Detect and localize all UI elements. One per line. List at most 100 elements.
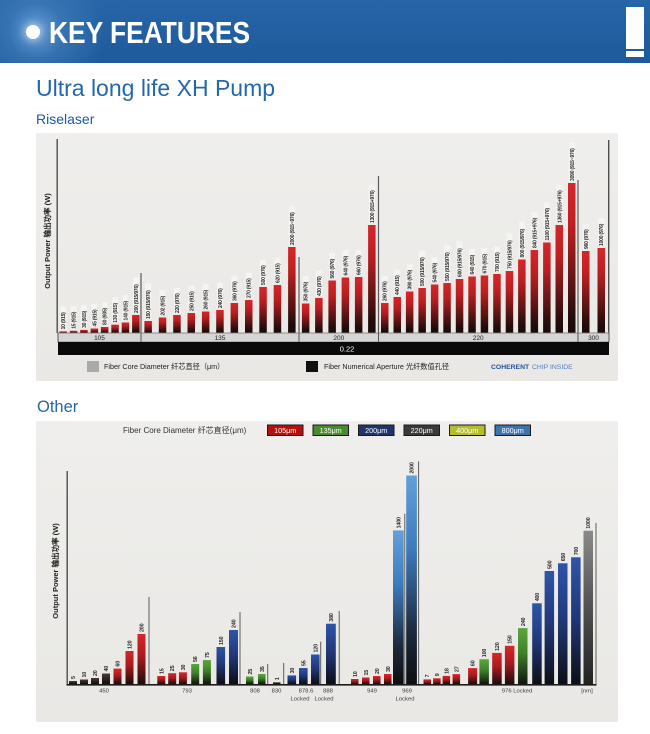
svg-text:808: 808 [250, 689, 261, 695]
svg-text:Locked: Locked [396, 697, 415, 703]
svg-text:10: 10 [82, 672, 88, 678]
svg-text:640 (915): 640 (915) [470, 254, 476, 274]
svg-text:220μm: 220μm [411, 426, 433, 435]
svg-text:135μm: 135μm [320, 426, 342, 435]
svg-text:1000 (976): 1000 (976) [599, 223, 605, 246]
svg-text:45 (915): 45 (915) [92, 309, 98, 327]
svg-text:440 (915): 440 (915) [395, 275, 401, 295]
svg-text:20: 20 [93, 670, 99, 676]
svg-text:25: 25 [248, 669, 254, 675]
svg-text:105: 105 [94, 335, 105, 342]
svg-text:150 (915/976): 150 (915/976) [146, 290, 152, 319]
svg-text:3090 (915~976): 3090 (915~976) [570, 148, 576, 181]
svg-text:105μm: 105μm [274, 426, 296, 435]
svg-text:202 (915): 202 (915) [161, 295, 167, 315]
svg-text:960 (976): 960 (976) [584, 229, 590, 249]
svg-text:5: 5 [71, 676, 77, 679]
svg-text:120: 120 [313, 644, 319, 653]
svg-text:18: 18 [444, 668, 450, 674]
svg-text:240 (976): 240 (976) [218, 288, 224, 308]
svg-text:260 (976): 260 (976) [383, 281, 389, 301]
svg-text:9: 9 [435, 673, 441, 676]
svg-text:CHIP INSIDE: CHIP INSIDE [532, 364, 573, 371]
svg-text:15: 15 [364, 670, 370, 676]
svg-text:120: 120 [128, 640, 134, 649]
svg-text:400: 400 [535, 593, 541, 602]
svg-text:240: 240 [521, 618, 527, 627]
svg-text:20: 20 [375, 668, 381, 674]
svg-text:80 (935): 80 (935) [103, 307, 109, 325]
svg-text:220: 220 [473, 335, 484, 342]
svg-text:878.6: 878.6 [299, 689, 314, 695]
svg-text:969: 969 [402, 689, 412, 695]
svg-text:130 (915): 130 (915) [113, 303, 119, 323]
svg-text:550 (915/976): 550 (915/976) [445, 252, 451, 281]
svg-text:400μm: 400μm [456, 426, 478, 435]
svg-text:35: 35 [260, 666, 266, 672]
svg-text:2000: 2000 [410, 462, 416, 473]
svg-text:380: 380 [329, 613, 335, 622]
svg-text:30: 30 [290, 668, 296, 674]
svg-text:700 (915): 700 (915) [495, 252, 501, 272]
svg-text:0.22: 0.22 [340, 345, 355, 354]
svg-text:10: 10 [353, 671, 359, 677]
svg-text:Fiber Core Diameter 纤芯直径（μm）: Fiber Core Diameter 纤芯直径（μm） [104, 362, 224, 371]
svg-text:540 (976): 540 (976) [433, 262, 439, 282]
svg-text:250 (915): 250 (915) [189, 291, 195, 311]
svg-text:260 (915): 260 (915) [204, 289, 210, 309]
svg-text:100: 100 [482, 649, 488, 658]
svg-text:270 (915): 270 (915) [247, 278, 253, 298]
svg-text:120: 120 [495, 642, 501, 651]
svg-text:800μm: 800μm [502, 426, 524, 435]
svg-text:200: 200 [140, 623, 146, 632]
svg-text:60: 60 [116, 661, 122, 667]
svg-text:135: 135 [215, 335, 226, 342]
svg-text:140 (915): 140 (915) [123, 300, 129, 320]
svg-text:40: 40 [104, 666, 110, 672]
svg-text:670 (915): 670 (915) [483, 253, 489, 273]
svg-text:430 (976): 430 (976) [317, 276, 323, 296]
svg-text:360 (976): 360 (976) [232, 281, 238, 301]
svg-text:55: 55 [301, 660, 307, 666]
svg-text:700: 700 [574, 547, 580, 556]
svg-text:600 (915/976): 600 (915/976) [458, 248, 464, 277]
svg-text:60: 60 [471, 660, 477, 666]
svg-text:Output Power 输出功率 (W): Output Power 输出功率 (W) [42, 193, 52, 289]
svg-text:30: 30 [181, 665, 187, 671]
svg-text:Output Power 输出功率 (W): Output Power 输出功率 (W) [50, 523, 60, 619]
svg-text:1300 (915+976): 1300 (915+976) [370, 190, 376, 223]
svg-text:COHERENT: COHERENT [491, 364, 530, 371]
svg-text:30: 30 [386, 666, 392, 672]
svg-text:150: 150 [219, 636, 225, 645]
svg-text:949: 949 [367, 689, 377, 695]
svg-text:7: 7 [425, 674, 431, 677]
svg-text:300: 300 [588, 335, 599, 342]
svg-text:27: 27 [454, 666, 460, 672]
svg-text:25: 25 [170, 665, 176, 671]
svg-text:390 (976): 390 (976) [408, 269, 414, 289]
svg-text:[nm]: [nm] [581, 689, 593, 695]
svg-text:840 (915+976): 840 (915+976) [532, 217, 538, 248]
svg-text:75: 75 [205, 652, 211, 658]
svg-text:450: 450 [99, 689, 110, 695]
svg-text:220 (976): 220 (976) [175, 293, 181, 313]
svg-text:200 (915/976): 200 (915/976) [134, 284, 140, 313]
svg-text:800 (915/976): 800 (915/976) [520, 228, 526, 257]
svg-text:888: 888 [323, 689, 334, 695]
svg-text:15 (915): 15 (915) [72, 311, 78, 329]
svg-text:Locked: Locked [291, 697, 310, 703]
svg-text:240: 240 [232, 619, 238, 628]
svg-text:1000: 1000 [586, 517, 592, 528]
svg-text:500 (976): 500 (976) [261, 265, 267, 285]
svg-text:976 Locked: 976 Locked [502, 689, 532, 695]
svg-text:15: 15 [159, 668, 165, 674]
svg-text:Fiber Numerical Aperture 光纤数值孔: Fiber Numerical Aperture 光纤数值孔径 [324, 362, 449, 371]
svg-text:56: 56 [193, 656, 199, 662]
svg-text:640 (976): 640 (976) [343, 255, 349, 275]
svg-text:200μm: 200μm [365, 426, 387, 435]
svg-text:1: 1 [275, 677, 281, 680]
svg-text:2000 (915~976): 2000 (915~976) [290, 212, 296, 245]
svg-text:350 (976): 350 (976) [304, 281, 310, 301]
svg-text:500: 500 [547, 560, 553, 569]
svg-text:830: 830 [272, 689, 283, 695]
